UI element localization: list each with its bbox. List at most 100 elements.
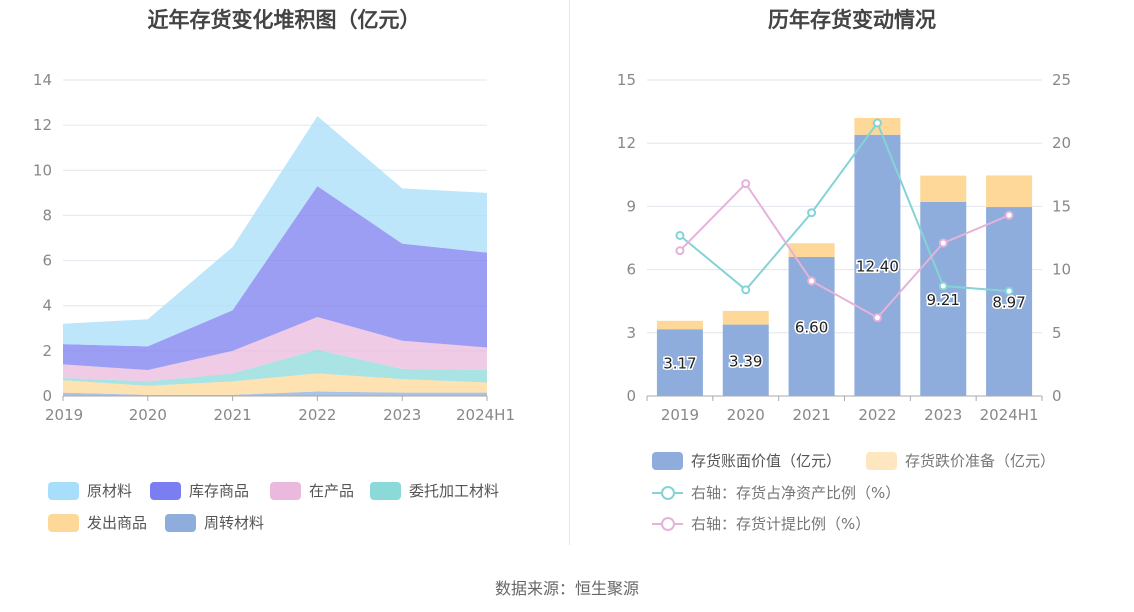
bar-line-chart-panel: 历年存货变动情况 0 3 6 9 12 15 0 5 10 15 20 25 3.17 3.39 6.60 1… [570,0,1134,560]
line-point [675,230,685,240]
legend-label: 原材料 [87,482,133,500]
legend-item[interactable]: 存货跌价准备（亿元） [866,450,1055,471]
line-point [741,285,751,295]
x-tick-label: 2020 [727,406,765,424]
legend-label: 库存商品 [189,482,250,500]
y2-tick-label: 0 [1052,387,1062,405]
stacked-area-chart-panel: 近年存货变化堆积图（亿元） 0 2 4 6 8 10 12 14 2019 2020 2021 202… [0,0,568,560]
x-tick-label: 2021 [214,406,252,424]
bar-data-label: 9.21 [927,291,960,309]
bar-book-value [656,329,703,396]
bar-book-value [920,201,967,396]
legend-swatch [48,481,79,500]
legend-label: 右轴：存货计提比例（%） [691,515,871,533]
y-tick-label: 12 [33,116,52,134]
bar-line-chart: 0 3 6 9 12 15 0 5 10 15 20 25 3.17 3.39 6.60 12.40 9.21 8… [617,71,1071,424]
legend-label: 周转材料 [204,514,265,532]
y2-tick-label: 20 [1052,134,1071,152]
line-point [1004,210,1014,220]
x-tick-label: 2022 [298,406,336,424]
legend-label: 右轴：存货占净资产比例（%） [691,484,901,502]
x-tick-label: 2019 [661,406,699,424]
area-series [63,349,487,386]
legend-swatch [270,481,301,500]
legend-swatch [48,513,79,532]
bar-impairment [722,310,769,325]
bar-impairment [788,243,835,257]
legend-item[interactable]: 存货账面价值（亿元） [652,450,841,471]
y-tick-label: 2 [42,342,52,360]
legend-label: 在产品 [309,482,355,500]
legend-item[interactable]: 右轴：存货计提比例（%） [652,513,870,534]
area-series [63,317,487,382]
line-point [807,276,817,286]
line-series [679,120,1010,293]
bar-data-label: 3.17 [663,355,696,373]
legend-swatch [652,484,683,502]
legend-item[interactable]: 右轴：存货占净资产比例（%） [652,482,900,503]
y-tick-label: 3 [626,324,636,342]
line-point [872,118,882,128]
area-series [63,373,487,395]
line-point [675,246,685,256]
legend-label: 委托加工材料 [409,482,500,500]
x-tick-label: 2021 [792,406,830,424]
legend-item[interactable]: 发出商品 [48,512,147,533]
y-tick-label: 0 [42,387,52,405]
bar-book-value [854,134,901,397]
x-tick-label: 2024H1 [980,406,1039,424]
line-point [1004,286,1014,296]
line-point [938,281,948,291]
bar-data-label: 6.60 [795,318,828,336]
y-tick-label: 12 [617,134,636,152]
area-series [63,186,487,371]
line-point [938,238,948,248]
y2-tick-label: 15 [1052,197,1071,215]
data-source-note: 数据来源：恒生聚源 [494,579,639,598]
bar-data-label: 12.40 [856,257,899,275]
bar-book-value [722,324,769,396]
bar-impairment [920,175,967,202]
legend-swatch [652,515,683,533]
y2-tick-label: 5 [1052,324,1062,342]
x-tick-label: 2022 [858,406,896,424]
stacked-area-chart: 0 2 4 6 8 10 12 14 2019 2020 2021 2022 2023 2024H1 [33,71,515,424]
bar-impairment [656,320,703,330]
bar-book-value [986,207,1033,396]
legend-swatch [165,513,196,532]
x-tick-label: 2024H1 [456,406,515,424]
legend-item[interactable]: 在产品 [270,480,354,501]
legend-item[interactable]: 原材料 [48,480,132,501]
y-tick-label: 15 [617,71,636,89]
legend-swatch [652,451,683,470]
legend-item[interactable]: 委托加工材料 [370,480,499,501]
y-tick-label: 8 [42,206,52,224]
legend-item[interactable]: 周转材料 [165,512,264,533]
legend-swatch [370,481,401,500]
x-tick-label: 2023 [383,406,421,424]
line-point [807,208,817,218]
bar-impairment [986,175,1033,208]
y-tick-label: 6 [626,261,636,279]
line-series [679,182,1010,319]
legend-label: 存货账面价值（亿元） [691,452,842,470]
y-tick-label: 9 [626,197,636,215]
y-tick-label: 6 [42,252,52,270]
legend-item[interactable]: 库存商品 [150,480,249,501]
area-series [63,116,487,347]
line-point [872,313,882,323]
x-tick-label: 2023 [924,406,962,424]
legend-swatch [866,451,897,470]
x-tick-label: 2019 [45,406,83,424]
bar-data-label: 3.39 [729,352,762,370]
legend-swatch [150,481,181,500]
line-point [741,179,751,189]
legend-label: 发出商品 [87,514,148,532]
left-chart-title: 近年存货变化堆积图（亿元） [147,8,421,32]
panel-divider [569,0,570,545]
bar-data-label: 8.97 [992,294,1025,312]
y2-tick-label: 25 [1052,71,1071,89]
right-chart-title: 历年存货变动情况 [768,8,936,32]
y-tick-label: 10 [33,161,52,179]
y-tick-label: 4 [42,297,52,315]
